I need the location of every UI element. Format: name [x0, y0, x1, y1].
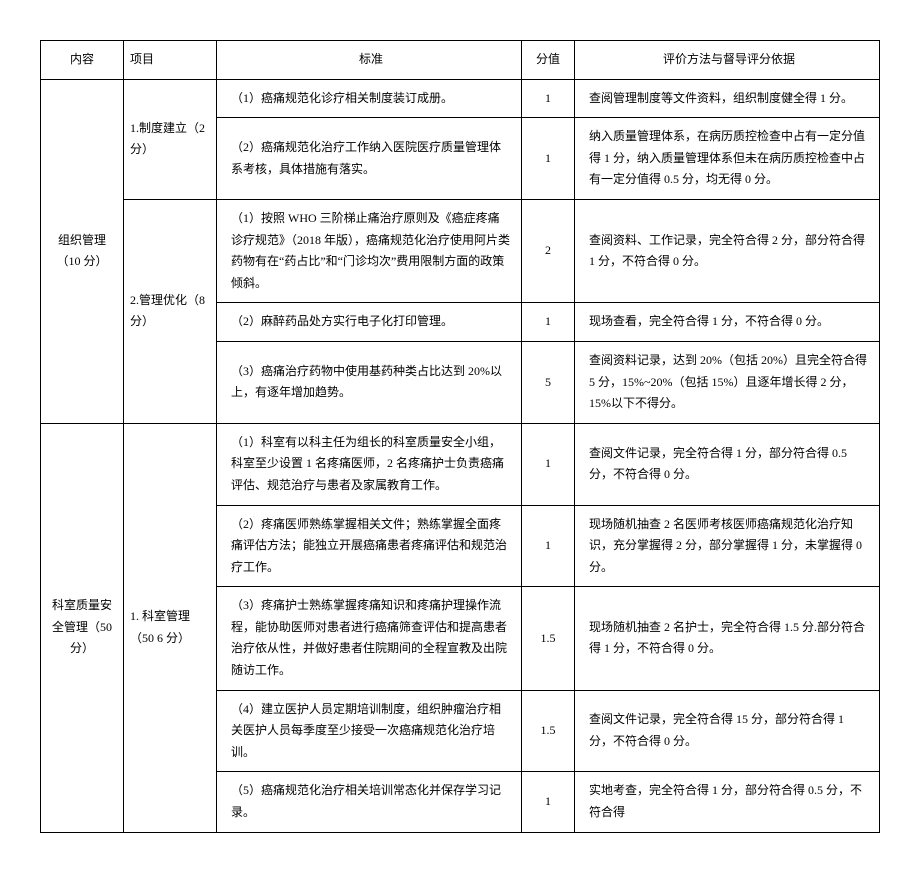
header-eval: 评价方法与督导评分依据: [575, 41, 880, 80]
score-cell: 1: [522, 79, 575, 118]
eval-cell: 查阅文件记录，完全符合得 15 分，部分符合得 1 分，不符合得 0 分。: [575, 690, 880, 772]
standard-cell: （1）按照 WHO 三阶梯止痛治疗原则及《癌症疼痛诊疗规范》（2018 年版），…: [217, 199, 522, 302]
eval-cell: 纳入质量管理体系，在病历质控检查中占有一定分值得 1 分，纳入质量管理体系但未在…: [575, 118, 880, 200]
score-cell: 1: [522, 423, 575, 505]
standard-cell: （2）疼痛医师熟练掌握相关文件；熟练掌握全面疼痛评估方法；能独立开展癌痛患者疼痛…: [217, 505, 522, 587]
table-row: 科室质量安全管理（50 分） 1. 科室管理（50 6 分） （1）科室有以科主…: [41, 423, 880, 505]
score-cell: 1: [522, 118, 575, 200]
standard-cell: （1）癌痛规范化诊疗相关制度装订成册。: [217, 79, 522, 118]
score-cell: 1: [522, 303, 575, 342]
eval-cell: 实地考查，完全符合得 1 分，部分符合得 0.5 分，不符合得: [575, 772, 880, 832]
content-cell: 科室质量安全管理（50 分）: [41, 423, 124, 832]
evaluation-table: 内容 项目 标准 分值 评价方法与督导评分依据 组织管理（10 分） 1.制度建…: [40, 40, 880, 833]
standard-cell: （2）麻醉药品处方实行电子化打印管理。: [217, 303, 522, 342]
eval-cell: 查阅管理制度等文件资料，组织制度健全得 1 分。: [575, 79, 880, 118]
table-row: 2.管理优化（8 分） （1）按照 WHO 三阶梯止痛治疗原则及《癌症疼痛诊疗规…: [41, 199, 880, 302]
header-project: 项目: [124, 41, 217, 80]
project-cell: 2.管理优化（8 分）: [124, 199, 217, 423]
content-cell: 组织管理（10 分）: [41, 79, 124, 423]
project-cell: 1.制度建立（2 分）: [124, 79, 217, 199]
header-content: 内容: [41, 41, 124, 80]
table-row: 组织管理（10 分） 1.制度建立（2 分） （1）癌痛规范化诊疗相关制度装订成…: [41, 79, 880, 118]
standard-cell: （4）建立医护人员定期培训制度，组织肿瘤治疗相关医护人员每季度至少接受一次癌痛规…: [217, 690, 522, 772]
eval-cell: 查阅资料记录，达到 20%（包括 20%）且完全符合得 5 分，15%~20%（…: [575, 341, 880, 423]
eval-cell: 查阅文件记录，完全符合得 1 分，部分符合得 0.5 分，不符合得 0 分。: [575, 423, 880, 505]
standard-cell: （3）癌痛治疗药物中使用基药种类占比达到 20%以上，有逐年增加趋势。: [217, 341, 522, 423]
standard-cell: （5）癌痛规范化治疗相关培训常态化并保存学习记录。: [217, 772, 522, 832]
eval-cell: 现场随机抽查 2 名护士，完全符合得 1.5 分.部分符合得 1 分，不符合得 …: [575, 587, 880, 690]
project-cell: 1. 科室管理（50 6 分）: [124, 423, 217, 832]
header-standard: 标准: [217, 41, 522, 80]
score-cell: 1.5: [522, 587, 575, 690]
header-score: 分值: [522, 41, 575, 80]
score-cell: 1: [522, 772, 575, 832]
score-cell: 5: [522, 341, 575, 423]
score-cell: 1: [522, 505, 575, 587]
standard-cell: （1）科室有以科主任为组长的科室质量安全小组，科室至少设置 1 名疼痛医师，2 …: [217, 423, 522, 505]
standard-cell: （3）疼痛护士熟练掌握疼痛知识和疼痛护理操作流程，能协助医师对患者进行癌痛筛查评…: [217, 587, 522, 690]
standard-cell: （2）癌痛规范化治疗工作纳入医院医疗质量管理体系考核，具体措施有落实。: [217, 118, 522, 200]
eval-cell: 现场查看，完全符合得 1 分，不符合得 0 分。: [575, 303, 880, 342]
score-cell: 2: [522, 199, 575, 302]
score-cell: 1.5: [522, 690, 575, 772]
eval-cell: 现场随机抽查 2 名医师考核医师癌痛规范化治疗知识，充分掌握得 2 分，部分掌握…: [575, 505, 880, 587]
header-row: 内容 项目 标准 分值 评价方法与督导评分依据: [41, 41, 880, 80]
eval-cell: 查阅资料、工作记录，完全符合得 2 分，部分符合得 1 分，不符合得 0 分。: [575, 199, 880, 302]
